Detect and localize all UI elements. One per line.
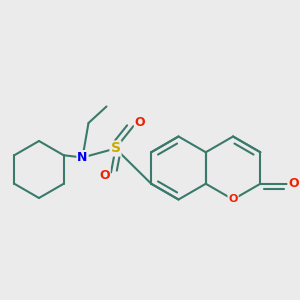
Text: O: O	[99, 169, 110, 182]
Text: N: N	[77, 151, 88, 164]
Text: O: O	[228, 194, 238, 205]
Text: O: O	[135, 116, 146, 130]
Text: S: S	[110, 142, 121, 155]
Text: O: O	[288, 177, 299, 190]
